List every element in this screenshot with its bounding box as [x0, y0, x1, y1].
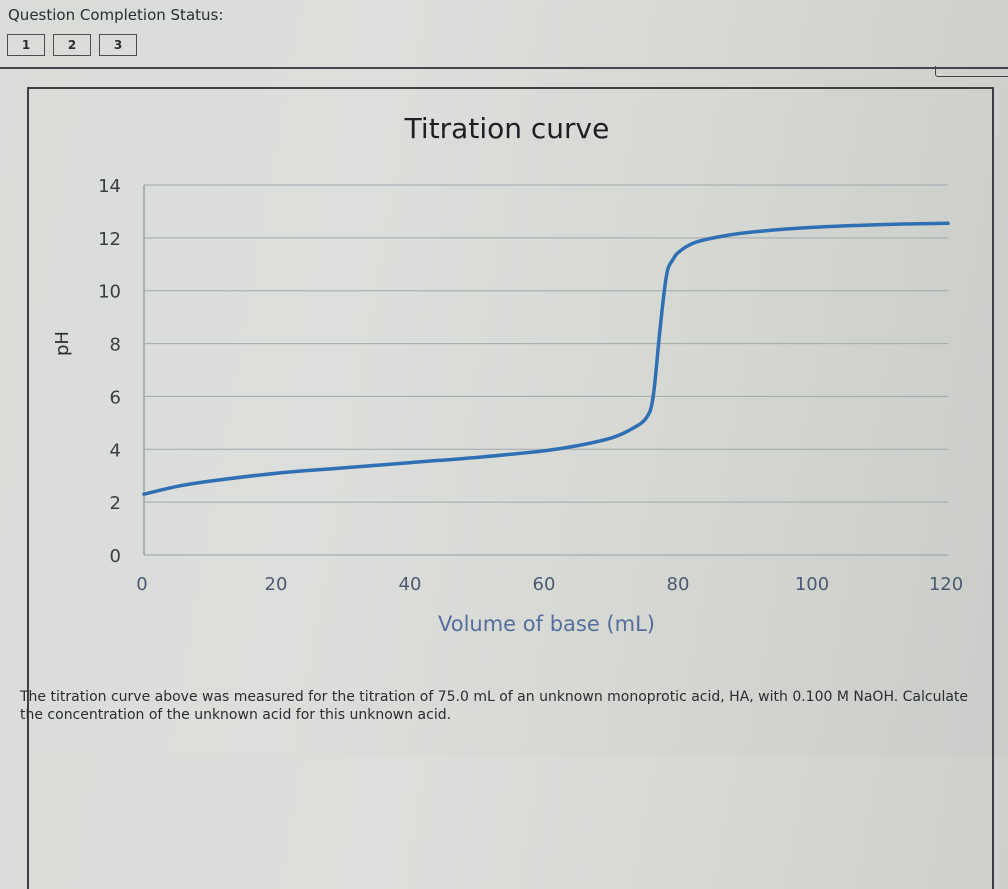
- y-tick-label: 6: [110, 387, 121, 408]
- x-tick-label: 100: [795, 574, 829, 595]
- y-axis-label: pH: [52, 331, 73, 356]
- question-completion-status-label: Question Completion Status:: [8, 6, 224, 24]
- y-tick-label: 8: [110, 335, 121, 356]
- question-3-button[interactable]: 3: [99, 34, 137, 56]
- y-tick-label: 10: [98, 282, 121, 303]
- x-tick-label: 40: [399, 574, 422, 595]
- question-status-boxes: 1 2 3: [7, 34, 137, 56]
- question-1-button[interactable]: 1: [7, 34, 45, 56]
- y-axis-ticks: 0 2 4 6 8 10 12 14: [98, 176, 121, 567]
- chart-gridlines: [143, 184, 948, 556]
- y-tick-label: 12: [98, 229, 121, 250]
- titration-curve-line: [142, 221, 950, 496]
- x-tick-label: 0: [136, 574, 147, 595]
- x-axis-label: Volume of base (mL): [438, 612, 655, 636]
- x-tick-label: 60: [533, 574, 556, 595]
- x-axis-ticks: 0 20 40 60 80 100 120: [136, 574, 963, 595]
- question-text: The titration curve above was measured f…: [20, 689, 969, 723]
- titration-chart: 0 2 4 6 8 10 12 14 0 20 40 60 80 100 120: [98, 176, 963, 595]
- panel-tab-edge: [935, 66, 1008, 77]
- question-2-button[interactable]: 2: [53, 34, 91, 56]
- y-tick-label: 4: [110, 440, 121, 461]
- header-divider: [0, 67, 1008, 69]
- y-tick-label: 0: [110, 546, 121, 567]
- chart-title: Titration curve: [0, 112, 1008, 145]
- x-tick-label: 20: [265, 574, 288, 595]
- chart-title-text: Titration curve: [404, 112, 610, 145]
- y-tick-label: 2: [110, 493, 121, 514]
- x-tick-label: 120: [929, 574, 963, 595]
- y-tick-label: 14: [98, 176, 121, 197]
- x-tick-label: 80: [667, 574, 690, 595]
- question-content-frame: [27, 87, 994, 889]
